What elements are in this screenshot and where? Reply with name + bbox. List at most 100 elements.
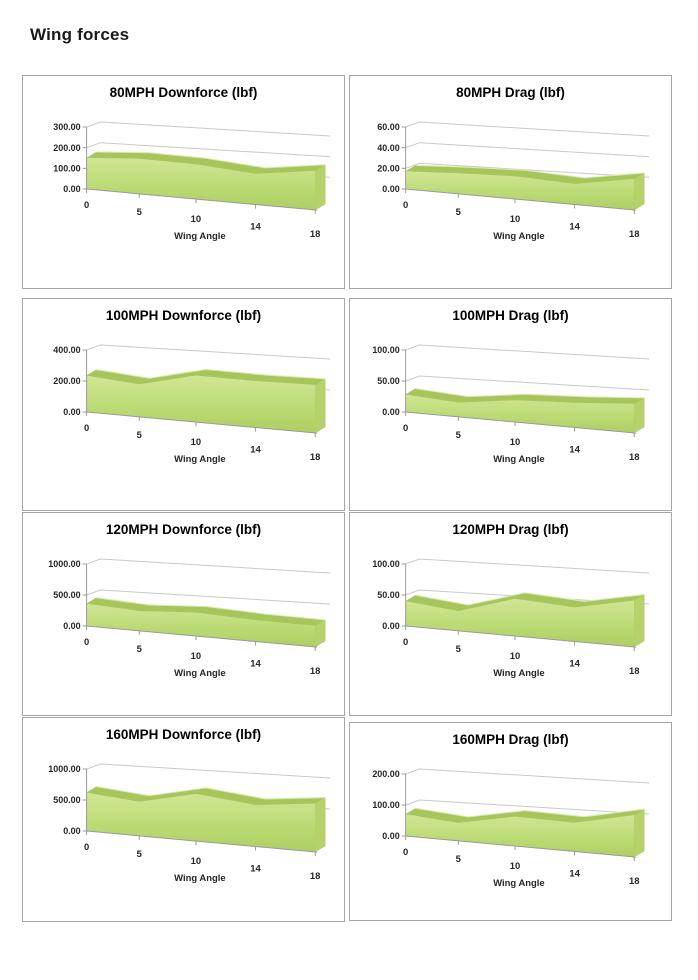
x-axis-line — [86, 188, 318, 211]
x-axis-title: Wing Angle — [174, 231, 225, 242]
y-axis-tick-label: 40.00 — [377, 143, 399, 153]
y-axis-tick-label: 0.00 — [382, 407, 399, 417]
area-series-highlight — [415, 807, 645, 818]
x-axis-label: 5 — [456, 207, 461, 218]
x-axis-label: 10 — [510, 437, 521, 448]
x-axis-label: 5 — [137, 644, 142, 655]
y-axis-tick-label: 100.00 — [372, 345, 399, 355]
x-axis-label: 14 — [250, 863, 261, 874]
gridline — [405, 768, 650, 784]
area-series-front-face — [86, 603, 316, 647]
gridline — [86, 763, 331, 779]
y-axis-tick-label: 20.00 — [377, 164, 399, 174]
gridline — [405, 344, 650, 360]
area-series-highlight — [415, 592, 645, 606]
x-axis-label: 18 — [310, 229, 321, 240]
x-axis-label: 10 — [510, 214, 521, 225]
x-axis-label: 0 — [84, 423, 89, 434]
chart-panel: 80MPH Downforce (lbf) 300.00 200.00 100.00 0… — [22, 75, 345, 289]
x-axis-label: 10 — [191, 651, 202, 662]
x-axis-label: 5 — [456, 644, 461, 655]
x-axis-label: 5 — [137, 207, 142, 218]
gridline — [405, 162, 650, 178]
area-series-front-face — [86, 158, 316, 210]
chart-title: 120MPH Downforce (lbf) — [105, 522, 262, 537]
x-axis-label: 10 — [510, 861, 521, 872]
area-chart-plot: 200.00 100.00 0.00 0 5 10 14 18 Wing Angle — [372, 768, 650, 889]
x-axis-title: Wing Angle — [174, 454, 225, 465]
area-series-side-face — [633, 172, 645, 211]
area-series-front-face — [86, 375, 316, 433]
area-chart-plot: 1000.00 500.00 0.00 0 5 10 14 18 Wing Angle — [48, 558, 331, 679]
x-axis-line — [86, 411, 318, 434]
x-axis-line — [405, 625, 637, 648]
y-axis-tick-label: 50.00 — [377, 590, 399, 600]
x-axis-label: 0 — [403, 423, 408, 434]
x-axis-label: 5 — [137, 849, 142, 860]
area-chart-plot: 100.00 50.00 0.00 0 5 10 14 18 Wing Angle — [372, 344, 650, 465]
area-series-front-face — [405, 814, 635, 857]
x-axis-label: 0 — [84, 200, 89, 211]
area-chart-plot: 300.00 200.00 100.00 0.00 0 5 10 14 18 Wing Angle — [53, 121, 331, 242]
x-axis-label: 14 — [250, 221, 261, 232]
y-axis-tick-label: 0.00 — [382, 831, 399, 841]
x-axis-title: Wing Angle — [493, 454, 544, 465]
area-series-side-face — [314, 164, 326, 211]
gridline — [86, 589, 331, 605]
x-axis-label: 18 — [310, 871, 321, 882]
x-axis-label: 0 — [84, 842, 89, 853]
x-axis-label: 0 — [403, 847, 408, 858]
y-axis-tick-label: 1000.00 — [48, 559, 80, 569]
chart-panel: 80MPH Drag (lbf) 60.00 40.00 20.00 0.00 0 5 10 1… — [349, 75, 672, 289]
y-axis-tick-label: 0.00 — [382, 621, 399, 631]
y-axis-tick-label: 200.00 — [372, 769, 399, 779]
y-axis-tick-label: 200.00 — [53, 376, 80, 386]
gridline — [86, 558, 331, 574]
area-series-side-face — [314, 378, 326, 434]
y-axis-tick-label: 200.00 — [53, 143, 80, 153]
area-series-front-face — [86, 792, 316, 852]
chart-title: 160MPH Downforce (lbf) — [105, 727, 262, 742]
gridline — [405, 121, 650, 137]
area-chart-plot: 1000.00 500.00 0.00 0 5 10 14 18 Wing Angle — [48, 763, 331, 884]
x-axis-label: 10 — [191, 437, 202, 448]
x-axis-label: 10 — [510, 651, 521, 662]
y-axis-tick-label: 1000.00 — [48, 764, 80, 774]
gridline — [405, 558, 650, 574]
gridline — [86, 344, 331, 360]
x-axis-label: 10 — [191, 214, 202, 225]
area-chart-plot: 60.00 40.00 20.00 0.00 0 5 10 14 18 Wing Angle — [377, 121, 650, 242]
x-axis-label: 14 — [569, 868, 580, 879]
x-axis-label: 14 — [569, 658, 580, 669]
chart-panel: 100MPH Drag (lbf) 100.00 50.00 0.00 0 5 10 14 18… — [349, 298, 672, 511]
x-axis-label: 5 — [137, 430, 142, 441]
y-axis-tick-label: 100.00 — [372, 800, 399, 810]
x-axis-title: Wing Angle — [493, 231, 544, 242]
area-series-side-face — [633, 397, 645, 434]
area-series-highlight — [96, 786, 326, 800]
x-axis-title: Wing Angle — [493, 668, 544, 679]
x-axis-label: 18 — [629, 452, 640, 463]
x-axis-label: 18 — [629, 876, 640, 887]
x-axis-label: 14 — [250, 444, 261, 455]
x-axis-label: 18 — [310, 452, 321, 463]
y-axis-tick-label: 500.00 — [53, 795, 80, 805]
area-series-side-face — [633, 594, 645, 648]
chart-title: 120MPH Drag (lbf) — [452, 522, 569, 537]
x-axis-line — [86, 830, 318, 853]
x-axis-title: Wing Angle — [493, 878, 544, 889]
area-series-highlight — [415, 388, 645, 399]
x-axis-label: 5 — [456, 430, 461, 441]
area-series-front-face — [405, 394, 635, 433]
y-axis-tick-label: 0.00 — [63, 826, 80, 836]
gridline — [86, 142, 331, 158]
y-axis-tick-label: 60.00 — [377, 122, 399, 132]
gridline — [405, 799, 650, 815]
x-axis-line — [405, 411, 637, 434]
gridline — [86, 121, 331, 137]
gridline — [405, 375, 650, 391]
y-axis-tick-label: 100.00 — [372, 559, 399, 569]
y-axis-tick-label: 500.00 — [53, 590, 80, 600]
chart-panel: 160MPH Downforce (lbf) 1000.00 500.00 0.00 0… — [22, 717, 345, 922]
y-axis-tick-label: 400.00 — [53, 345, 80, 355]
